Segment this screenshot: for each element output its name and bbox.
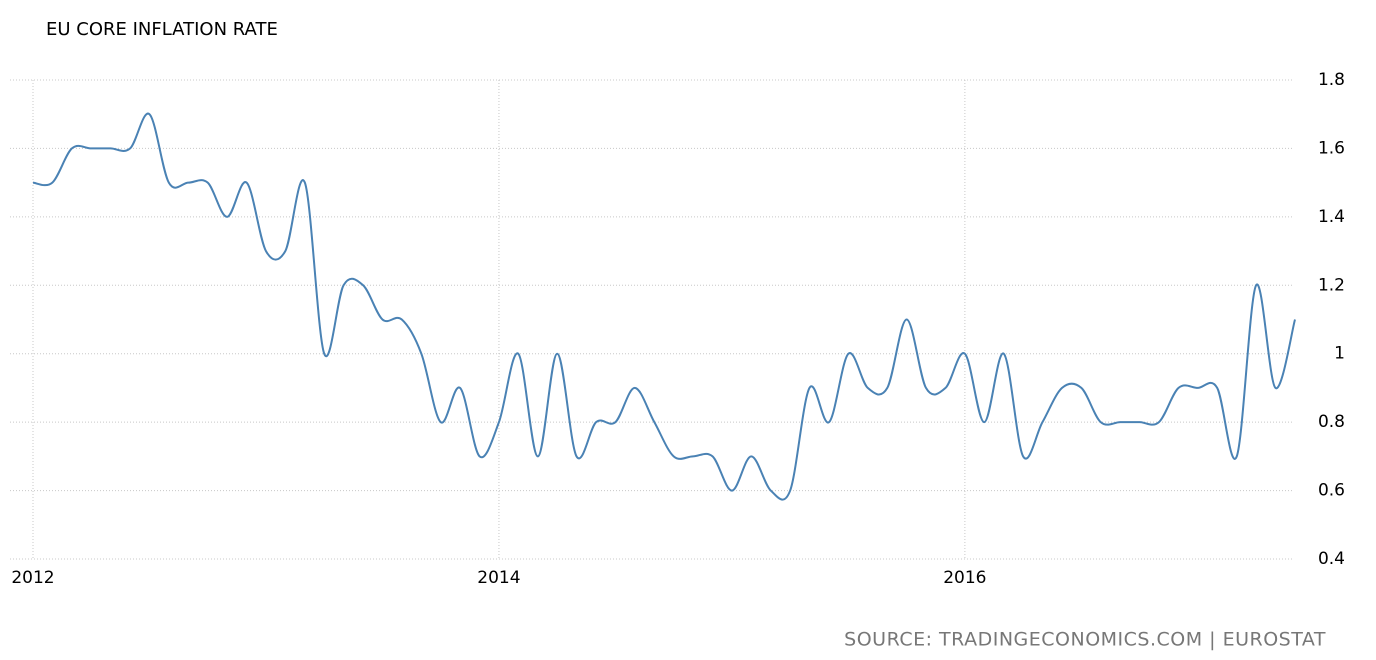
chart-title: EU CORE INFLATION RATE <box>46 19 278 40</box>
y-tick-label: 1.2 <box>1318 275 1345 295</box>
source: SOURCE: TRADINGECONOMICS.COM | EUROSTAT <box>844 629 1326 651</box>
y-tick-label: 0.8 <box>1318 412 1345 432</box>
x-tick-label: 2012 <box>11 568 54 588</box>
y-tick-label: 1.8 <box>1318 70 1345 90</box>
y-tick-label: 0.4 <box>1318 549 1345 569</box>
y-tick-label: 1 <box>1334 344 1345 364</box>
y-tick-label: 1.6 <box>1318 138 1345 158</box>
x-tick-label: 2014 <box>477 568 520 588</box>
x-tick-label: 2016 <box>943 568 986 588</box>
y-tick-label: 1.4 <box>1318 207 1345 227</box>
line <box>32 112 1296 501</box>
y-tick-label: 0.6 <box>1318 481 1345 501</box>
